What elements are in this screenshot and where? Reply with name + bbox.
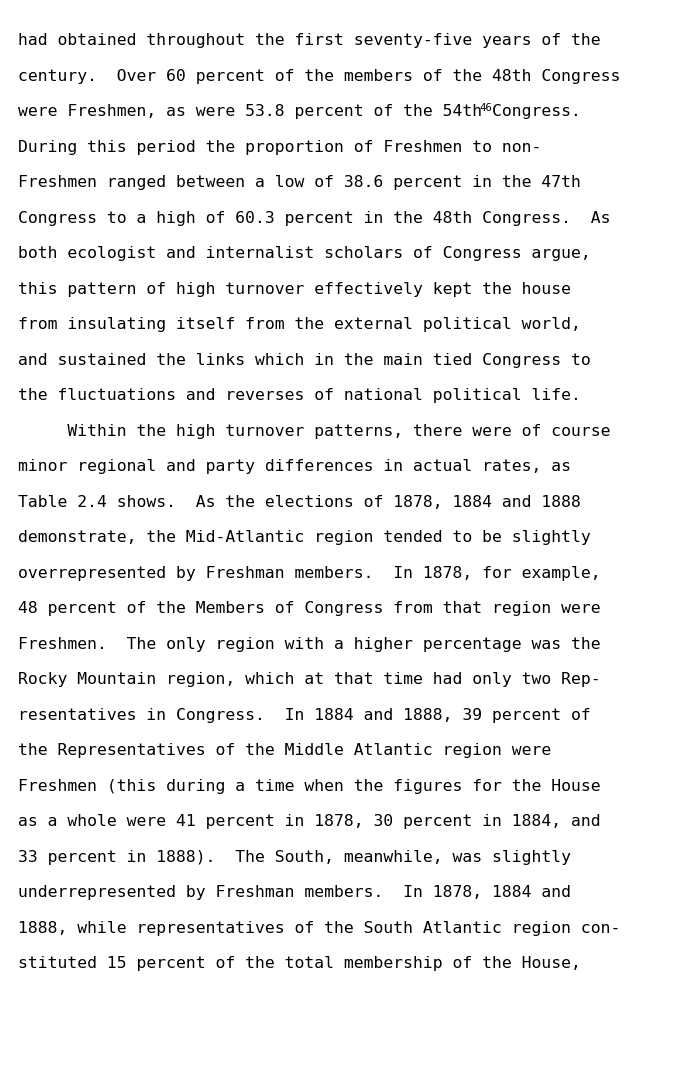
Text: underrepresented by Freshman members.  In 1878, 1884 and: underrepresented by Freshman members. In… (18, 885, 571, 900)
Text: had obtained throughout the first seventy-five years of the: had obtained throughout the first sevent… (18, 33, 601, 48)
Text: Rocky Mountain region, which at that time had only two Rep-: Rocky Mountain region, which at that tim… (18, 672, 601, 687)
Text: Freshmen ranged between a low of 38.6 percent in the 47th: Freshmen ranged between a low of 38.6 pe… (18, 175, 581, 190)
Text: were Freshmen, as were 53.8 percent of the 54th Congress.: were Freshmen, as were 53.8 percent of t… (18, 104, 581, 119)
Text: During this period the proportion of Freshmen to non-: During this period the proportion of Fre… (18, 139, 541, 155)
Text: this pattern of high turnover effectively kept the house: this pattern of high turnover effectivel… (18, 282, 571, 296)
Text: 48 percent of the Members of Congress from that region were: 48 percent of the Members of Congress fr… (18, 601, 601, 616)
Text: 33 percent in 1888).  The South, meanwhile, was slightly: 33 percent in 1888). The South, meanwhil… (18, 850, 571, 865)
Text: century.  Over 60 percent of the members of the 48th Congress: century. Over 60 percent of the members … (18, 69, 620, 84)
Text: overrepresented by Freshman members.  In 1878, for example,: overrepresented by Freshman members. In … (18, 565, 601, 580)
Text: Table 2.4 shows.  As the elections of 1878, 1884 and 1888: Table 2.4 shows. As the elections of 187… (18, 495, 581, 510)
Text: 46: 46 (480, 103, 493, 113)
Text: resentatives in Congress.  In 1884 and 1888, 39 percent of: resentatives in Congress. In 1884 and 18… (18, 708, 591, 723)
Text: demonstrate, the Mid-Atlantic region tended to be slightly: demonstrate, the Mid-Atlantic region ten… (18, 530, 591, 545)
Text: Congress to a high of 60.3 percent in the 48th Congress.  As: Congress to a high of 60.3 percent in th… (18, 210, 610, 225)
Text: and sustained the links which in the main tied Congress to: and sustained the links which in the mai… (18, 353, 591, 368)
Text: as a whole were 41 percent in 1878, 30 percent in 1884, and: as a whole were 41 percent in 1878, 30 p… (18, 814, 601, 829)
Text: minor regional and party differences in actual rates, as: minor regional and party differences in … (18, 459, 571, 474)
Text: Freshmen (this during a time when the figures for the House: Freshmen (this during a time when the fi… (18, 779, 601, 794)
Text: the Representatives of the Middle Atlantic region were: the Representatives of the Middle Atlant… (18, 744, 551, 759)
Text: from insulating itself from the external political world,: from insulating itself from the external… (18, 318, 581, 333)
Text: the fluctuations and reverses of national political life.: the fluctuations and reverses of nationa… (18, 388, 581, 403)
Text: Within the high turnover patterns, there were of course: Within the high turnover patterns, there… (18, 424, 610, 439)
Text: stituted 15 percent of the total membership of the House,: stituted 15 percent of the total members… (18, 956, 581, 971)
Text: 1888, while representatives of the South Atlantic region con-: 1888, while representatives of the South… (18, 921, 620, 936)
Text: both ecologist and internalist scholars of Congress argue,: both ecologist and internalist scholars … (18, 246, 591, 261)
Text: Freshmen.  The only region with a higher percentage was the: Freshmen. The only region with a higher … (18, 636, 601, 651)
